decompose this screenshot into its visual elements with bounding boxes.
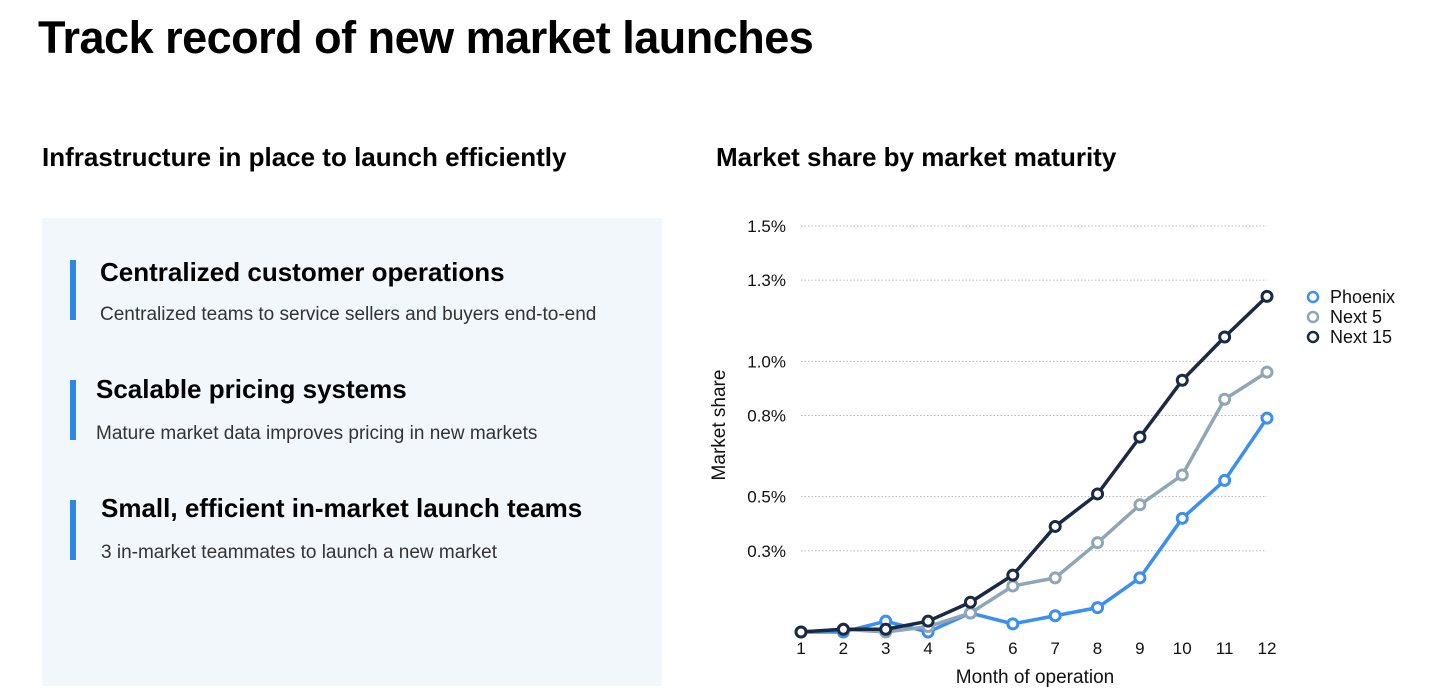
series-line xyxy=(800,295,1269,634)
data-point xyxy=(879,622,893,636)
data-point xyxy=(1260,365,1274,379)
infrastructure-heading: Infrastructure in place to launch effici… xyxy=(42,142,567,172)
x-tick-label: 9 xyxy=(1135,639,1144,658)
data-point xyxy=(1091,536,1105,550)
y-tick-label: 1.5% xyxy=(747,217,786,236)
data-point xyxy=(1260,289,1274,303)
legend-marker xyxy=(1306,290,1320,304)
y-tick-label: 1.3% xyxy=(747,271,786,290)
x-tick-label: 5 xyxy=(966,639,975,658)
series-phoenix xyxy=(794,411,1274,639)
data-point xyxy=(1006,579,1020,593)
chart-heading: Market share by market maturity xyxy=(716,142,1117,172)
legend-label: Next 5 xyxy=(1330,307,1382,327)
x-tick-label: 11 xyxy=(1216,639,1234,658)
series-line xyxy=(801,417,1269,634)
x-tick-label: 3 xyxy=(881,639,890,658)
feature-description: Mature market data improves pricing in n… xyxy=(96,423,538,444)
x-tick-label: 8 xyxy=(1093,639,1102,658)
data-point xyxy=(1218,473,1232,487)
x-axis-ticks: 1 2 3 4 5 6 7 8 9 10 11 12 xyxy=(796,639,1276,658)
data-point xyxy=(1091,601,1105,615)
y-axis-title: Market share xyxy=(709,370,730,481)
gridlines xyxy=(801,225,1267,552)
data-point xyxy=(1048,609,1062,623)
legend-label: Next 15 xyxy=(1330,327,1392,347)
legend-marker xyxy=(1306,310,1320,324)
y-tick-label: 0.3% xyxy=(747,542,786,561)
feature-description: Centralized teams to service sellers and… xyxy=(100,304,597,325)
data-point xyxy=(1218,330,1232,344)
x-tick-label: 12 xyxy=(1258,639,1277,658)
data-point xyxy=(1218,392,1232,406)
data-point xyxy=(1048,571,1062,585)
series-next-15 xyxy=(794,289,1274,639)
x-axis-title: Month of operation xyxy=(956,667,1114,688)
y-tick-label: 0.5% xyxy=(747,488,786,507)
data-point xyxy=(1006,568,1020,582)
y-tick-label: 1.0% xyxy=(747,352,786,371)
data-point xyxy=(921,614,935,628)
data-point xyxy=(963,606,977,620)
feature-title: Small, efficient in-market launch teams xyxy=(101,493,583,523)
data-point xyxy=(1133,498,1147,512)
feature-title: Scalable pricing systems xyxy=(96,374,407,404)
accent-bar xyxy=(70,260,76,320)
y-axis-ticks: 0.3% 0.5% 0.8% 1.0% 1.3% 1.5% xyxy=(747,217,786,561)
data-point xyxy=(963,595,977,609)
data-point xyxy=(1133,430,1147,444)
data-point xyxy=(1260,411,1274,425)
x-tick-label: 6 xyxy=(1008,639,1017,658)
data-point xyxy=(794,625,808,639)
series-lines xyxy=(794,289,1274,639)
data-point xyxy=(1175,468,1189,482)
legend-label: Phoenix xyxy=(1330,287,1395,307)
x-tick-label: 7 xyxy=(1050,639,1059,658)
legend-marker xyxy=(1306,330,1320,344)
data-point xyxy=(1175,373,1189,387)
feature-description: 3 in-market teammates to launch a new ma… xyxy=(101,542,498,563)
x-tick-label: 2 xyxy=(839,639,848,658)
infrastructure-panel: Centralized customer operations Centrali… xyxy=(42,218,662,686)
data-point xyxy=(1091,487,1105,501)
y-tick-label: 0.8% xyxy=(747,406,786,425)
data-point xyxy=(836,622,850,636)
series-line xyxy=(800,370,1268,634)
x-tick-label: 1 xyxy=(796,639,805,658)
page-title: Track record of new market launches xyxy=(38,12,814,63)
x-tick-label: 10 xyxy=(1173,639,1192,658)
data-point xyxy=(1048,519,1062,533)
data-point xyxy=(1133,571,1147,585)
data-point xyxy=(1006,617,1020,631)
accent-bar xyxy=(70,380,76,440)
feature-title: Centralized customer operations xyxy=(100,257,505,287)
market-share-chart: 0.3%0.5%0.8%1.0%1.3%1.5% 1 2 3 4 5 6 7 8 9 10 11 12… xyxy=(709,217,1395,688)
data-point xyxy=(1175,511,1189,525)
accent-bar xyxy=(70,500,76,560)
x-tick-label: 4 xyxy=(923,639,932,658)
